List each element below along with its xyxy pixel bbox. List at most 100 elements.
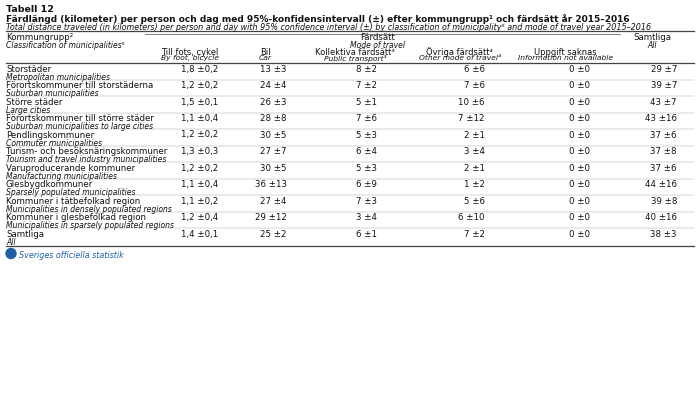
Text: Total distance traveled (in kilometers) per person and day with 95% confidence i: Total distance traveled (in kilometers) … bbox=[6, 23, 651, 32]
Text: 1,2 ±0,2: 1,2 ±0,2 bbox=[181, 164, 218, 173]
Text: 6 ±4: 6 ±4 bbox=[356, 147, 377, 156]
Text: Suburban municipalities: Suburban municipalities bbox=[6, 89, 99, 98]
Text: Uppgift saknas: Uppgift saknas bbox=[533, 48, 596, 56]
Text: Commuter municipalities: Commuter municipalities bbox=[6, 139, 102, 147]
Text: 7 ±2: 7 ±2 bbox=[464, 229, 485, 238]
Text: 29 ±7: 29 ±7 bbox=[650, 65, 677, 74]
Text: 1,1 ±0,4: 1,1 ±0,4 bbox=[181, 180, 218, 189]
Text: 10 ±6: 10 ±6 bbox=[458, 97, 485, 106]
Text: 1,4 ±0,1: 1,4 ±0,1 bbox=[181, 229, 218, 238]
Text: 3 ±4: 3 ±4 bbox=[464, 147, 485, 156]
Text: Förortskommuner till större städer: Förortskommuner till större städer bbox=[6, 114, 154, 123]
Text: 27 ±4: 27 ±4 bbox=[260, 197, 287, 206]
Text: 0 ±0: 0 ±0 bbox=[569, 213, 590, 222]
Text: Turism- och besöksnäringskommuner: Turism- och besöksnäringskommuner bbox=[6, 147, 167, 156]
Text: 6 ±6: 6 ±6 bbox=[464, 65, 485, 74]
Text: 36 ±13: 36 ±13 bbox=[255, 180, 287, 189]
Text: Färdlängd (kilometer) per person och dag med 95%-konfidensintervall (±) efter ko: Färdlängd (kilometer) per person och dag… bbox=[6, 14, 629, 24]
Text: 37 ±6: 37 ±6 bbox=[650, 130, 677, 139]
Text: 44 ±16: 44 ±16 bbox=[645, 180, 677, 189]
Text: 25 ±2: 25 ±2 bbox=[260, 229, 287, 238]
Text: 5 ±3: 5 ±3 bbox=[356, 164, 377, 173]
Text: 6 ±9: 6 ±9 bbox=[356, 180, 377, 189]
Text: By foot, bicycle: By foot, bicycle bbox=[161, 54, 219, 61]
Text: 1,1 ±0,4: 1,1 ±0,4 bbox=[181, 114, 218, 123]
Text: 5 ±6: 5 ±6 bbox=[464, 197, 485, 206]
Text: 37 ±8: 37 ±8 bbox=[650, 147, 677, 156]
Text: 7 ±3: 7 ±3 bbox=[356, 197, 377, 206]
Text: 43 ±16: 43 ±16 bbox=[645, 114, 677, 123]
Text: 1,3 ±0,3: 1,3 ±0,3 bbox=[181, 147, 218, 156]
Text: 1,2 ±0,2: 1,2 ±0,2 bbox=[181, 81, 218, 90]
Text: Large cities: Large cities bbox=[6, 106, 50, 115]
Text: 0 ±0: 0 ±0 bbox=[569, 97, 590, 106]
Text: Samtliga: Samtliga bbox=[6, 229, 44, 238]
Text: 40 ±16: 40 ±16 bbox=[645, 213, 677, 222]
Text: 6 ±1: 6 ±1 bbox=[356, 229, 377, 238]
Text: Tourism and travel industry municipalities: Tourism and travel industry municipaliti… bbox=[6, 155, 167, 164]
Text: Sparsely populated municipalities: Sparsely populated municipalities bbox=[6, 188, 136, 197]
Text: Sveriges officiella statistik: Sveriges officiella statistik bbox=[19, 251, 124, 260]
Text: 2 ±1: 2 ±1 bbox=[464, 130, 485, 139]
Text: Samtliga: Samtliga bbox=[633, 33, 671, 42]
Text: 8 ±2: 8 ±2 bbox=[356, 65, 377, 74]
Text: 0 ±0: 0 ±0 bbox=[569, 197, 590, 206]
Text: Kollektiva färdsätt³: Kollektiva färdsätt³ bbox=[315, 48, 395, 56]
Text: Förortskommuner till storstäderna: Förortskommuner till storstäderna bbox=[6, 81, 153, 90]
Text: 28 ±8: 28 ±8 bbox=[260, 114, 287, 123]
Text: 2 ±1: 2 ±1 bbox=[464, 164, 485, 173]
Text: 0 ±0: 0 ±0 bbox=[569, 164, 590, 173]
Text: 3 ±4: 3 ±4 bbox=[356, 213, 377, 222]
Circle shape bbox=[6, 249, 16, 258]
Text: 24 ±4: 24 ±4 bbox=[260, 81, 287, 90]
Text: 7 ±6: 7 ±6 bbox=[464, 81, 485, 90]
Text: S: S bbox=[8, 250, 14, 259]
Text: Bil: Bil bbox=[260, 48, 270, 56]
Text: Till fots, cykel: Till fots, cykel bbox=[161, 48, 218, 56]
Text: Manufacturing municipalities: Manufacturing municipalities bbox=[6, 171, 117, 180]
Text: Kommungrupp²: Kommungrupp² bbox=[6, 33, 74, 42]
Text: 0 ±0: 0 ±0 bbox=[569, 114, 590, 123]
Text: 43 ±7: 43 ±7 bbox=[650, 97, 677, 106]
Text: 26 ±3: 26 ±3 bbox=[260, 97, 287, 106]
Text: 1,2 ±0,4: 1,2 ±0,4 bbox=[181, 213, 218, 222]
Text: Other mode of travel⁴: Other mode of travel⁴ bbox=[419, 54, 501, 61]
Text: All: All bbox=[648, 41, 657, 50]
Text: Tabell 12: Tabell 12 bbox=[6, 5, 54, 14]
Text: 37 ±6: 37 ±6 bbox=[650, 164, 677, 173]
Text: Information not available: Information not available bbox=[517, 54, 612, 61]
Text: Classification of municipalities⁵: Classification of municipalities⁵ bbox=[6, 41, 125, 50]
Text: 27 ±7: 27 ±7 bbox=[260, 147, 287, 156]
Text: 38 ±3: 38 ±3 bbox=[650, 229, 677, 238]
Text: 0 ±0: 0 ±0 bbox=[569, 81, 590, 90]
Text: 13 ±3: 13 ±3 bbox=[260, 65, 287, 74]
Text: Mode of travel: Mode of travel bbox=[350, 41, 405, 50]
Text: 0 ±0: 0 ±0 bbox=[569, 229, 590, 238]
Text: Suburban municipalities to large cities: Suburban municipalities to large cities bbox=[6, 122, 153, 131]
Text: 0 ±0: 0 ±0 bbox=[569, 180, 590, 189]
Text: Municipalities in sparsely populated regions: Municipalities in sparsely populated reg… bbox=[6, 221, 174, 230]
Text: 0 ±0: 0 ±0 bbox=[569, 130, 590, 139]
Text: 0 ±0: 0 ±0 bbox=[569, 65, 590, 74]
Text: 7 ±2: 7 ±2 bbox=[356, 81, 377, 90]
Text: 29 ±12: 29 ±12 bbox=[255, 213, 287, 222]
Text: All: All bbox=[6, 238, 15, 247]
Text: Kommuner i tätbefolkad region: Kommuner i tätbefolkad region bbox=[6, 197, 140, 206]
Text: 1,2 ±0,2: 1,2 ±0,2 bbox=[181, 130, 218, 139]
Text: Car: Car bbox=[258, 54, 272, 61]
Text: Municipalities in densely populated regions: Municipalities in densely populated regi… bbox=[6, 204, 172, 214]
Text: Varuproducerande kommuner: Varuproducerande kommuner bbox=[6, 164, 135, 173]
Text: Kommuner i glesbefolkad region: Kommuner i glesbefolkad region bbox=[6, 213, 146, 222]
Text: 39 ±7: 39 ±7 bbox=[650, 81, 677, 90]
Text: Övriga färdsätt⁴: Övriga färdsätt⁴ bbox=[426, 48, 494, 58]
Text: 30 ±5: 30 ±5 bbox=[260, 130, 287, 139]
Text: 39 ±8: 39 ±8 bbox=[650, 197, 677, 206]
Text: 5 ±1: 5 ±1 bbox=[356, 97, 377, 106]
Text: Större städer: Större städer bbox=[6, 97, 62, 106]
Text: 0 ±0: 0 ±0 bbox=[569, 147, 590, 156]
Text: Public transport³: Public transport³ bbox=[323, 54, 386, 61]
Text: 1 ±2: 1 ±2 bbox=[464, 180, 485, 189]
Text: Glesbygdkommuner: Glesbygdkommuner bbox=[6, 180, 93, 189]
Text: 6 ±10: 6 ±10 bbox=[458, 213, 485, 222]
Text: 5 ±3: 5 ±3 bbox=[356, 130, 377, 139]
